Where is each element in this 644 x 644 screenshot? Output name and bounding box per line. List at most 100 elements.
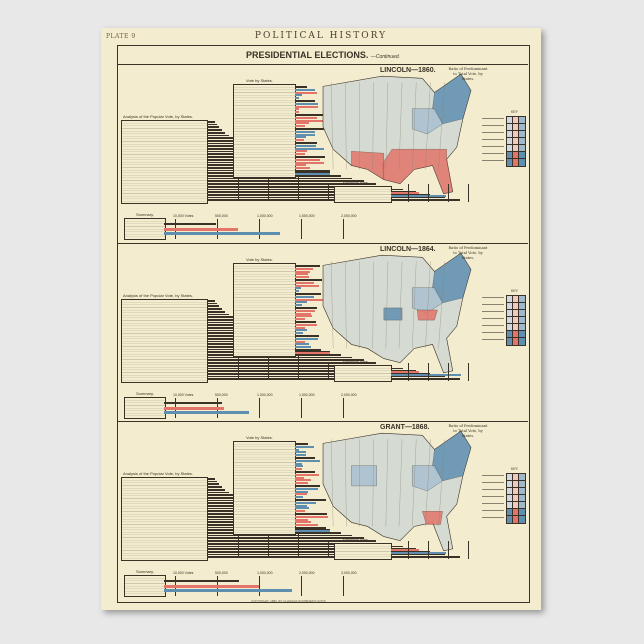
state-vote-bar: [295, 343, 310, 346]
popular-vote-bar: [207, 131, 225, 134]
key-row-label: [482, 146, 504, 147]
popular-vote-bar: [207, 318, 238, 321]
summary-bar-other: [164, 223, 216, 225]
popular-vote-bar: [207, 188, 403, 191]
popular-vote-bar: [207, 537, 365, 540]
popular-vote-bar: [207, 134, 229, 137]
key-row-label: [482, 311, 504, 312]
state-vote-bar: [295, 295, 315, 298]
electoral-vote-title: Electoral Vote.: [343, 180, 369, 185]
popular-vote-bar: [207, 505, 254, 507]
state-vote-bar: [295, 273, 308, 276]
summary-tick: [259, 219, 260, 239]
electoral-vote-title: Electoral Vote.: [343, 537, 369, 542]
state-vote-bar: [295, 507, 310, 510]
popular-vote-bar: [207, 148, 254, 150]
state-border: [330, 439, 334, 527]
state-region: [351, 465, 377, 487]
state-vote-bar: [295, 527, 327, 529]
map-title: LINCOLN—1864.: [380, 246, 436, 253]
state-border: [425, 82, 431, 170]
state-vote-bar: [295, 270, 311, 273]
state-vote-bar: [295, 276, 309, 279]
popular-vote-table: [121, 299, 208, 383]
vote-by-states-table: [233, 441, 296, 535]
electoral-tick: [428, 184, 429, 202]
summary-bar-republican: [164, 589, 292, 592]
state-vote-bar: [295, 515, 328, 518]
electoral-bar-democratic: [391, 371, 419, 373]
map-title: LINCOLN—1860.: [380, 67, 436, 74]
popular-vote-bar: [207, 370, 417, 372]
state-vote-bar: [295, 462, 302, 465]
state-vote-bar: [295, 130, 316, 133]
vote-by-states-title: Vote by States.: [246, 435, 273, 440]
popular-vote-bar: [207, 478, 215, 480]
state-vote-bar: [295, 521, 311, 524]
state-border: [412, 439, 417, 527]
state-vote-bar: [295, 340, 306, 343]
state-border: [412, 82, 417, 170]
vote-by-states-title: Vote by States.: [246, 78, 273, 83]
map-caption: Ratio of Predominant to Total Vote, by S…: [448, 67, 488, 81]
popular-vote-bar: [207, 356, 353, 359]
summary-table: [124, 397, 166, 419]
state-vote-bar: [295, 473, 320, 476]
leader-line: [268, 167, 269, 199]
state-border: [438, 82, 445, 170]
state-vote-bar: [295, 284, 320, 287]
state-vote-bar: [295, 524, 318, 527]
analysis-title: Analysis of the Popular Vote, by States.: [123, 471, 194, 476]
popular-vote-bar: [207, 308, 222, 310]
summary-tick: [301, 219, 302, 239]
leader-line: [328, 183, 329, 199]
popular-vote-bar: [207, 193, 431, 196]
leader-line: [268, 346, 269, 378]
state-vote-bar: [295, 86, 307, 88]
summary-tick-label: 2,000,000: [341, 393, 357, 397]
summary-tick: [343, 219, 344, 239]
electoral-tick: [468, 363, 469, 381]
state-vote-bar: [295, 114, 325, 116]
state-vote-bar: [295, 267, 313, 270]
state-region: [412, 287, 443, 314]
leader-line: [328, 362, 329, 378]
analysis-title: Analysis of the Popular Vote, by States.: [123, 114, 194, 119]
state-border: [372, 439, 374, 527]
state-vote-bar: [295, 323, 317, 326]
us-map: [322, 73, 472, 195]
key-swatch: [518, 337, 526, 346]
electoral-tick: [468, 541, 469, 559]
state-border: [398, 261, 403, 349]
state-vote-bar: [295, 147, 325, 150]
state-vote-bar: [295, 287, 301, 290]
summary-table: [124, 218, 166, 240]
key-row-label: [482, 517, 504, 518]
summary-table: [124, 575, 166, 597]
state-vote-bar: [295, 312, 312, 315]
popular-vote-bar: [207, 548, 417, 550]
map-caption: Ratio of Predominant to Total Vote, by S…: [448, 246, 488, 260]
state-vote-bar: [295, 304, 302, 307]
state-border: [345, 261, 347, 349]
summary-tick-label: 1,500,000: [299, 214, 315, 218]
popular-vote-bar: [207, 324, 248, 327]
popular-vote-bar: [207, 486, 222, 488]
state-vote-bar: [295, 164, 306, 167]
popular-vote-bar: [207, 139, 238, 142]
electoral-bar-democratic: [391, 192, 419, 194]
key-row-label: [482, 318, 504, 319]
state-vote-bar: [295, 315, 313, 318]
state-vote-bar: [295, 97, 299, 100]
popular-vote-bar: [207, 300, 215, 302]
election-section: Analysis of the Popular Vote, by States.…: [118, 243, 528, 422]
popular-vote-bar: [207, 310, 225, 313]
state-vote-bar: [295, 346, 311, 349]
state-border: [345, 82, 347, 170]
state-vote-bar: [295, 471, 315, 473]
key-title: KEY: [511, 289, 519, 293]
state-border: [438, 439, 445, 527]
summary-tick-label: 10,000 Votes: [173, 393, 194, 397]
state-border: [372, 261, 374, 349]
key-row-label: [482, 332, 504, 333]
